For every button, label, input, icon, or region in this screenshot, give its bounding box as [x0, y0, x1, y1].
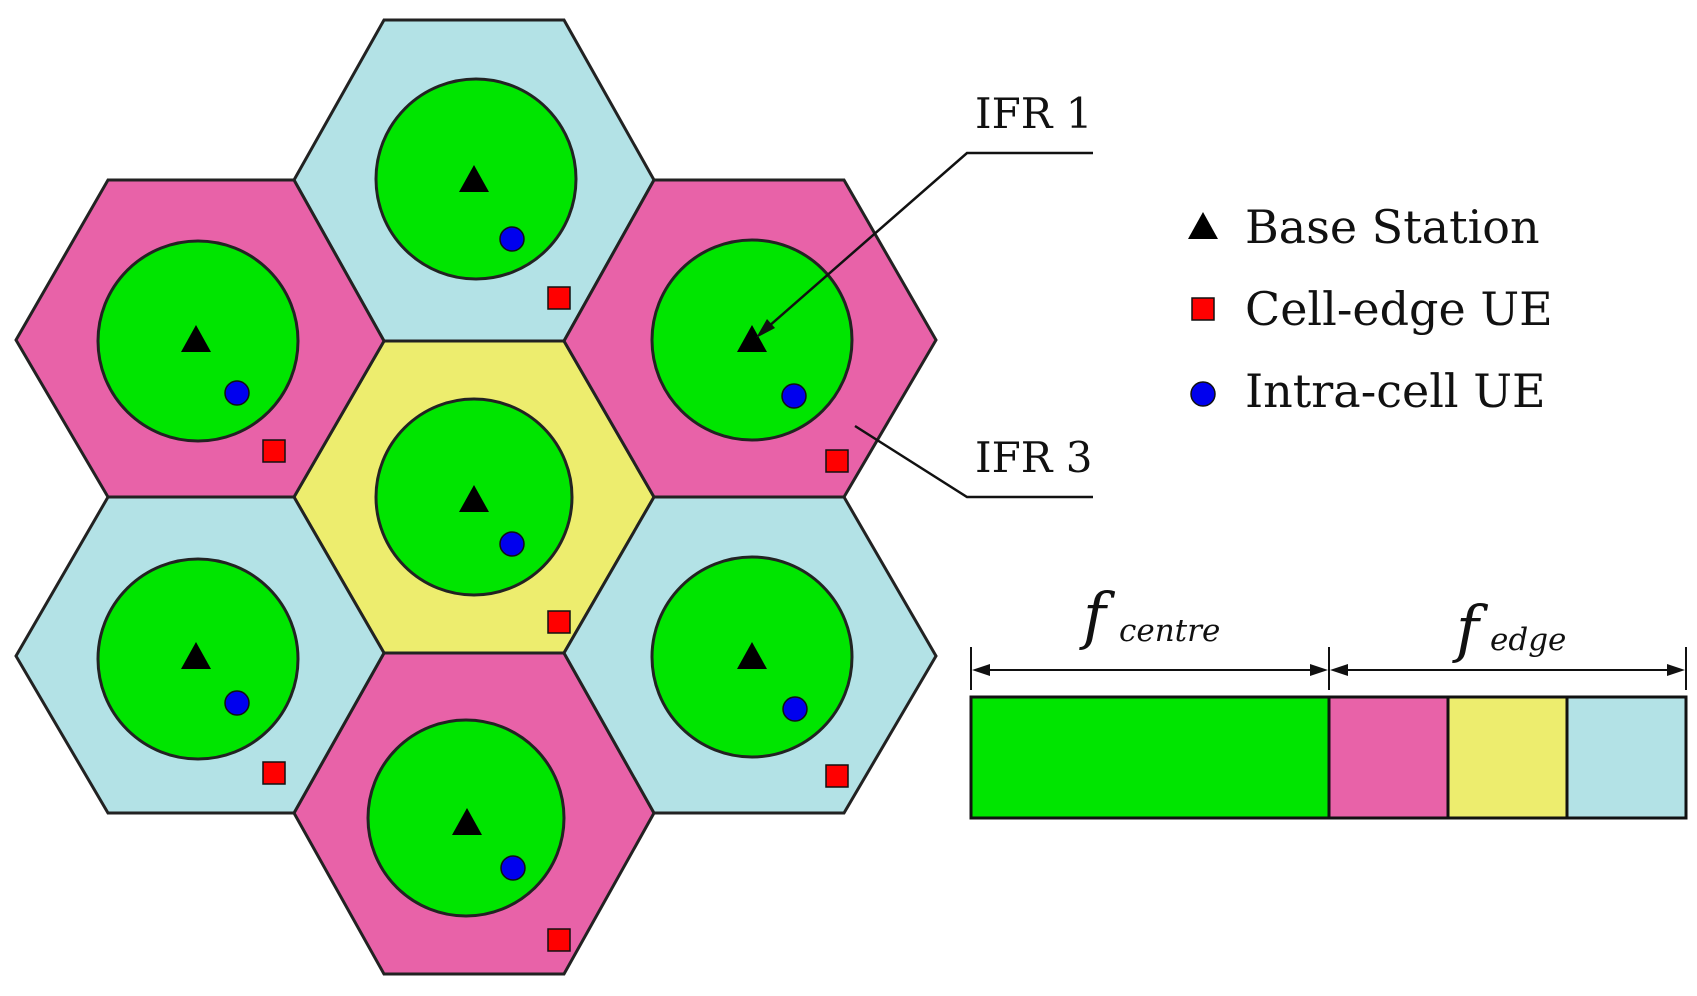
dimension-lines	[970, 647, 1687, 690]
band-edge-yellow	[1446, 695, 1569, 820]
base-station-icon	[737, 325, 767, 352]
base-station-icon	[1188, 212, 1218, 239]
ifr-callouts	[756, 151, 1093, 499]
dimension-arrowheads	[972, 664, 1685, 676]
arrowhead-icon	[1330, 664, 1348, 676]
ifr1-label: IFR 1	[975, 89, 1092, 138]
cell-edge-ue-icon	[262, 439, 286, 463]
band-edge-pink	[1327, 695, 1450, 820]
cell-edge-ue-icon	[825, 764, 849, 788]
intra-cell-ue-icon	[224, 380, 250, 406]
ifr3-label: IFR 3	[975, 433, 1092, 482]
intra-cell-ue-icon	[224, 690, 250, 716]
cell-edge-ue-icon	[825, 449, 849, 473]
base-station-icon	[459, 485, 489, 512]
legend-intra-cell-label: Intra-cell UE	[1245, 364, 1546, 418]
base-stations	[181, 165, 767, 835]
intra-cell-ue-icon	[499, 226, 525, 252]
cell-edge-ue-icon	[547, 610, 571, 634]
intra-cell-ue-icon	[782, 696, 808, 722]
f-edge-subscript: edge	[1490, 622, 1566, 658]
arrowhead-icon	[972, 664, 990, 676]
frequency-band: f centre f edge	[969, 579, 1688, 820]
intra-cell-ues	[224, 226, 808, 881]
legend-cell-edge-label: Cell-edge UE	[1245, 282, 1553, 336]
legend: Base Station Cell-edge UE Intra-cell UE	[1188, 200, 1553, 418]
square-icon	[1191, 297, 1215, 321]
base-station-icon	[737, 642, 767, 669]
band-edge-blue	[1565, 695, 1688, 820]
cell-edge-ue-icon	[547, 928, 571, 952]
f-centre-subscript: centre	[1119, 613, 1220, 649]
intra-cell-ue-icon	[499, 531, 525, 557]
arrowhead-icon	[1310, 664, 1328, 676]
ifr1-leader-line	[759, 151, 1093, 335]
intra-cell-ue-icon	[500, 855, 526, 881]
legend-base-station-label: Base Station	[1245, 200, 1540, 254]
spectrum-blocks	[969, 695, 1688, 820]
base-station-icon	[459, 165, 489, 192]
f-edge-symbol: f	[1452, 592, 1489, 665]
cell-edge-ue-icon	[262, 761, 286, 785]
base-station-icon	[181, 642, 211, 669]
intra-cell-ue-icon	[781, 383, 807, 409]
ifr3-leader-line	[854, 424, 1093, 499]
ifr1-arrowhead	[756, 319, 775, 338]
cell-edge-ue-icon	[547, 286, 571, 310]
arrowhead-icon	[1667, 664, 1685, 676]
circle-icon	[1190, 381, 1216, 407]
cell-edge-ues	[262, 286, 849, 952]
base-station-icon	[181, 325, 211, 352]
base-station-icon	[452, 808, 482, 835]
f-centre-symbol: f	[1079, 579, 1116, 652]
band-centre-green	[969, 695, 1331, 820]
